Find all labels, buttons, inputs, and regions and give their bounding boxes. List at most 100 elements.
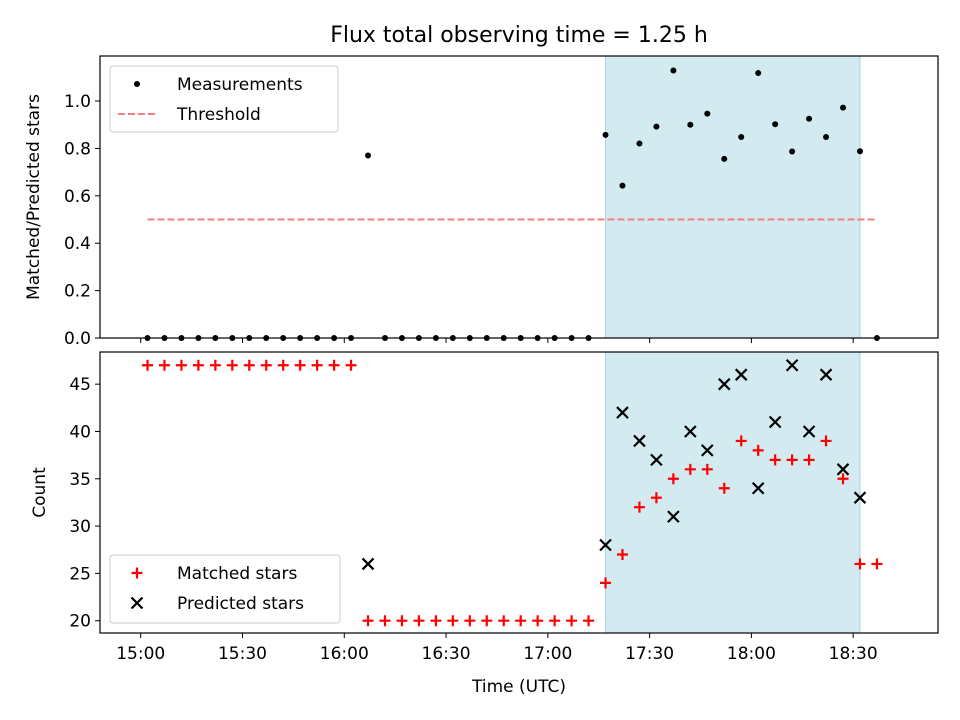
top-plot-frame: [99, 55, 939, 339]
matched-star-point: [311, 359, 323, 371]
x-axis-label: Time (UTC): [471, 677, 566, 697]
predicted-star-point: [633, 434, 646, 448]
top-threshold-layer: [147, 56, 877, 338]
top-x-ticks: [140, 338, 854, 343]
y-tick-label: 0.6: [64, 187, 91, 207]
matched-star-point: [650, 492, 662, 504]
matched-star-point: [735, 435, 747, 447]
y-tick-label: 0.4: [64, 234, 91, 254]
bottom-y-axis: 20 25 30 35 40 45: [69, 375, 100, 632]
top-panel: 0.0 0.2 0.4 0.6 0.8 1.0 Matched/Predicted sta…: [24, 55, 939, 349]
matched-star-point: [854, 558, 866, 570]
matched-star-point: [566, 615, 578, 627]
matched-star-point: [192, 359, 204, 371]
y-tick-label: 0.0: [64, 329, 91, 349]
matched-star-point: [633, 501, 645, 513]
predicted-star-point: [802, 425, 816, 438]
legend-marker-x: [130, 596, 144, 610]
matched-star-point: [481, 615, 493, 627]
predicted-star-point: [836, 463, 850, 476]
top-y-axis-label: Matched/Predicted stars: [24, 94, 44, 300]
top-observing-window-shade: [605, 56, 860, 338]
matched-star-point: [752, 444, 764, 456]
measurement-point: [789, 148, 796, 155]
matched-star-point: [158, 359, 170, 371]
y-tick-label: 45: [69, 375, 91, 395]
y-tick-label: 35: [69, 470, 91, 490]
predicted-star-point: [717, 377, 731, 391]
matched-star-point: [243, 359, 255, 371]
x-tick-label: 18:00: [727, 644, 776, 664]
measurement-point: [806, 115, 813, 122]
y-tick-label: 25: [69, 564, 91, 584]
matched-star-point: [209, 359, 221, 371]
y-tick-label: 1.0: [64, 92, 91, 112]
bottom-panel: 15:00 15:30 16:00 16:30 17:00 17:30 18:00 18:30…: [30, 351, 939, 697]
matched-star-point: [803, 454, 815, 466]
matched-star-point: [583, 615, 595, 627]
measurement-point: [721, 155, 728, 162]
matched-star-point: [447, 615, 459, 627]
matched-star-point: [667, 473, 679, 485]
matched-star-point: [684, 463, 696, 475]
matched-star-point: [871, 558, 883, 570]
predicted-star-point: [667, 510, 680, 523]
matched-star-point: [549, 615, 561, 627]
matched-star-point: [515, 615, 527, 627]
x-tick-label: 17:30: [625, 644, 674, 664]
measurement-point: [687, 121, 694, 128]
measurement-point: [670, 67, 677, 74]
y-tick-label: 0.8: [64, 139, 91, 159]
predicted-star-point: [819, 368, 833, 381]
matched-star-point: [277, 359, 289, 371]
legend-label: Measurements: [177, 75, 303, 95]
top-legend: Measurements Threshold: [109, 65, 339, 133]
predicted-star-point: [616, 406, 629, 419]
predicted-star-point: [599, 538, 612, 552]
predicted-star-point: [785, 358, 799, 372]
matched-star-point: [600, 577, 612, 589]
matched-star-point: [141, 359, 153, 371]
measurement-point: [755, 70, 762, 77]
matched-star-point: [837, 473, 849, 485]
legend-box: [109, 65, 339, 133]
measurement-point: [738, 134, 745, 141]
bottom-observing-window-shade: [605, 352, 860, 633]
matched-star-point: [701, 463, 713, 475]
top-y-axis: 0.0 0.2 0.4 0.6 0.8 1.0: [64, 92, 100, 349]
measurement-point: [636, 140, 643, 147]
y-tick-label: 20: [69, 612, 91, 632]
matched-star-point: [430, 615, 442, 627]
matched-star-point: [175, 359, 187, 371]
legend-marker-plus: [131, 567, 143, 579]
y-tick-label: 40: [69, 422, 91, 442]
predicted-star-point: [751, 481, 765, 495]
y-tick-label: 0.2: [64, 282, 91, 302]
matched-star-point: [464, 615, 476, 627]
bottom-count-points: [141, 352, 883, 633]
bottom-x-axis: 15:00 15:30 16:00 16:30 17:00 17:30 18:00 18:30: [116, 633, 878, 664]
measurement-point: [823, 134, 830, 141]
matched-star-point: [226, 359, 238, 371]
matched-star-point: [498, 615, 510, 627]
matched-star-point: [786, 454, 798, 466]
matched-star-point: [532, 615, 544, 627]
legend-label: Predicted stars: [177, 594, 304, 614]
legend-label: Matched stars: [177, 564, 297, 584]
legend-marker-dot: [134, 81, 140, 87]
measurement-point: [619, 182, 626, 189]
legend-label: Threshold: [176, 105, 261, 125]
legend-box: [109, 554, 341, 624]
predicted-star-point: [701, 444, 714, 457]
predicted-star-point: [734, 368, 748, 381]
matched-star-point: [345, 359, 357, 371]
matched-star-point: [294, 359, 306, 371]
measurement-point: [856, 148, 863, 155]
matched-star-point: [820, 435, 832, 447]
predicted-star-point: [361, 557, 375, 571]
matched-star-point: [413, 615, 425, 627]
matched-star-point: [379, 615, 391, 627]
bottom-y-axis-label: Count: [30, 467, 50, 518]
x-tick-label: 16:00: [320, 644, 369, 664]
